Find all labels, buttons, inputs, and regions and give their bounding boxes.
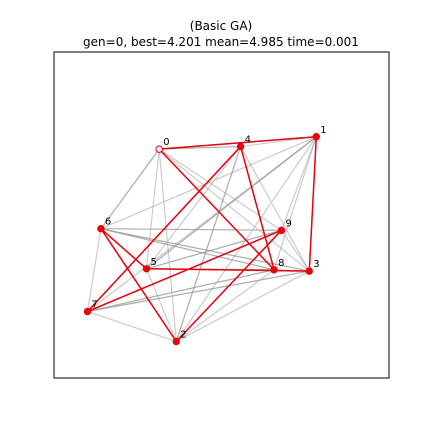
- population-tour-0: [86, 136, 318, 343]
- city-point-4: [236, 142, 245, 151]
- city-point-6: [97, 224, 105, 233]
- city-label-2: 2: [180, 329, 186, 340]
- population-tours: [85, 135, 318, 343]
- city-label-0: 0: [163, 137, 169, 148]
- best-tour-line: [86, 136, 318, 343]
- population-tour-4: [87, 136, 317, 343]
- chart-subtitle: gen=0, best=4.201 mean=4.985 time=0.001: [83, 35, 359, 49]
- chart-title: (Basic GA): [190, 19, 252, 33]
- population-tour-1: [87, 136, 317, 343]
- plot-frame: [53, 51, 390, 379]
- city-point-9: [277, 226, 286, 235]
- city-label-1: 1: [320, 125, 326, 136]
- city-point-5: [142, 265, 151, 273]
- city-point-1: [312, 133, 321, 141]
- city-point-3: [305, 267, 313, 275]
- city-point-8: [270, 266, 278, 274]
- city-point-7: [83, 307, 92, 316]
- city-label-6: 6: [105, 217, 111, 228]
- city-label-4: 4: [245, 135, 251, 146]
- best-tour: [86, 136, 318, 343]
- city-labels: 0 1 2 3 4 5 6 7 8 9: [92, 125, 327, 341]
- city-label-8: 8: [278, 258, 284, 269]
- city-label-3: 3: [313, 259, 319, 270]
- city-point-0: [155, 145, 163, 153]
- city-label-9: 9: [285, 218, 291, 229]
- city-point-2: [172, 337, 180, 346]
- city-label-7: 7: [92, 299, 98, 310]
- population-tour-3: [85, 136, 317, 342]
- city-label-5: 5: [150, 257, 156, 268]
- population-tour-2: [87, 135, 318, 342]
- city-markers: [83, 133, 321, 346]
